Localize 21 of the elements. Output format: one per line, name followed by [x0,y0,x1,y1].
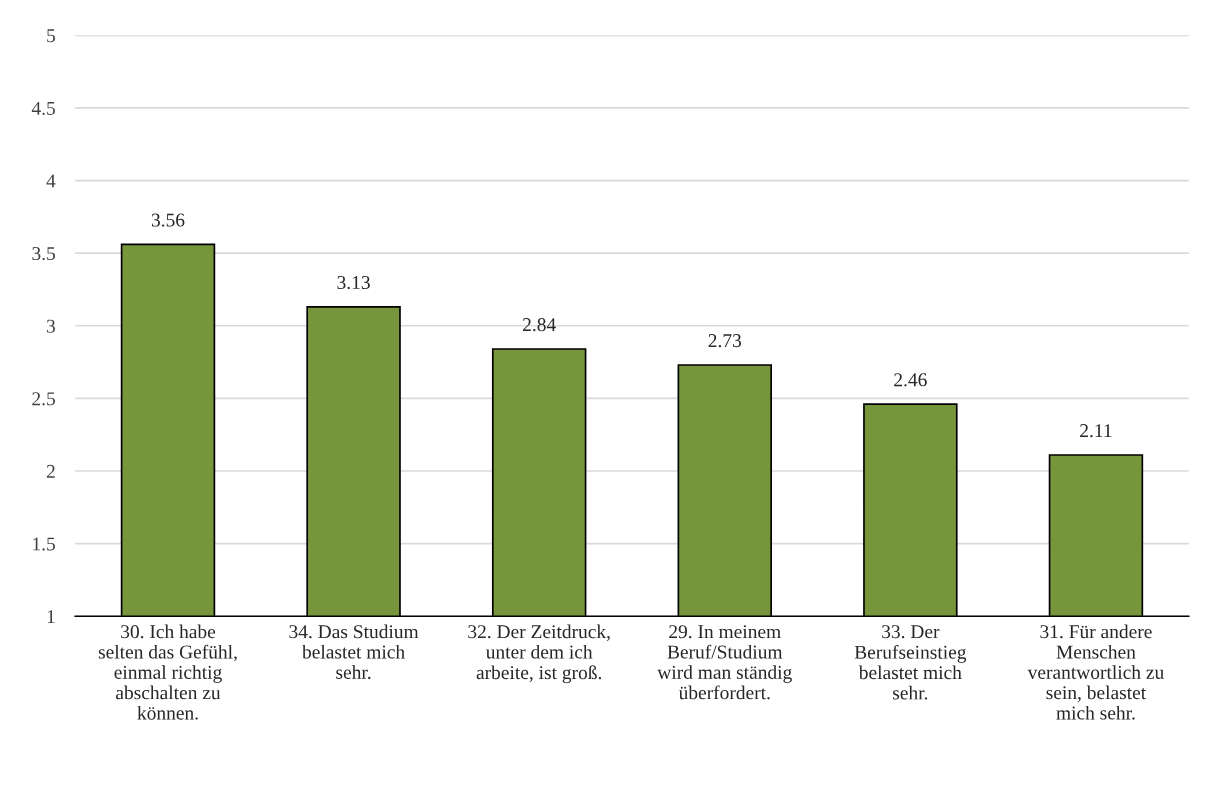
y-tick-label: 2.5 [32,392,55,406]
x-tick-label: 32. Der Zeitdruck, unter dem ich arbeite, ist groß. [468,624,610,684]
y-tick-label: 5 [47,29,55,43]
y-tick-label: 1.5 [33,537,55,551]
data-label: 2.73 [708,334,742,348]
data-label: 3.56 [151,213,185,227]
data-label: 3.13 [337,275,370,290]
data-label: 2.84 [523,318,556,332]
y-tick-label: 4.5 [31,101,55,115]
y-tick-label: 4 [46,174,56,188]
data-label: 2.11 [1080,424,1112,438]
data-label: 2.46 [894,373,927,387]
y-tick-label: 1 [47,610,55,623]
y-tick-label: 3.5 [32,247,55,261]
x-tick-label: 33. Der Berufseinstieg belastet mich sehr. [854,625,967,700]
y-tick-label: 3 [46,319,55,333]
y-tick-label: 2 [46,464,55,478]
x-tick-label: 29. In meinem Beruf/Studium wird man ständig überfordert. [657,625,792,700]
x-tick-label: 31. Für andere Menschen verantwortlich zu sein, belastet mich sehr. [1027,624,1164,720]
x-tick-label: 30. Ich habe selten das Gefühl, einmal richtig abschalten zu können. [98,624,237,720]
x-tick-label: 34. Das Studium belastet mich sehr. [289,624,419,679]
